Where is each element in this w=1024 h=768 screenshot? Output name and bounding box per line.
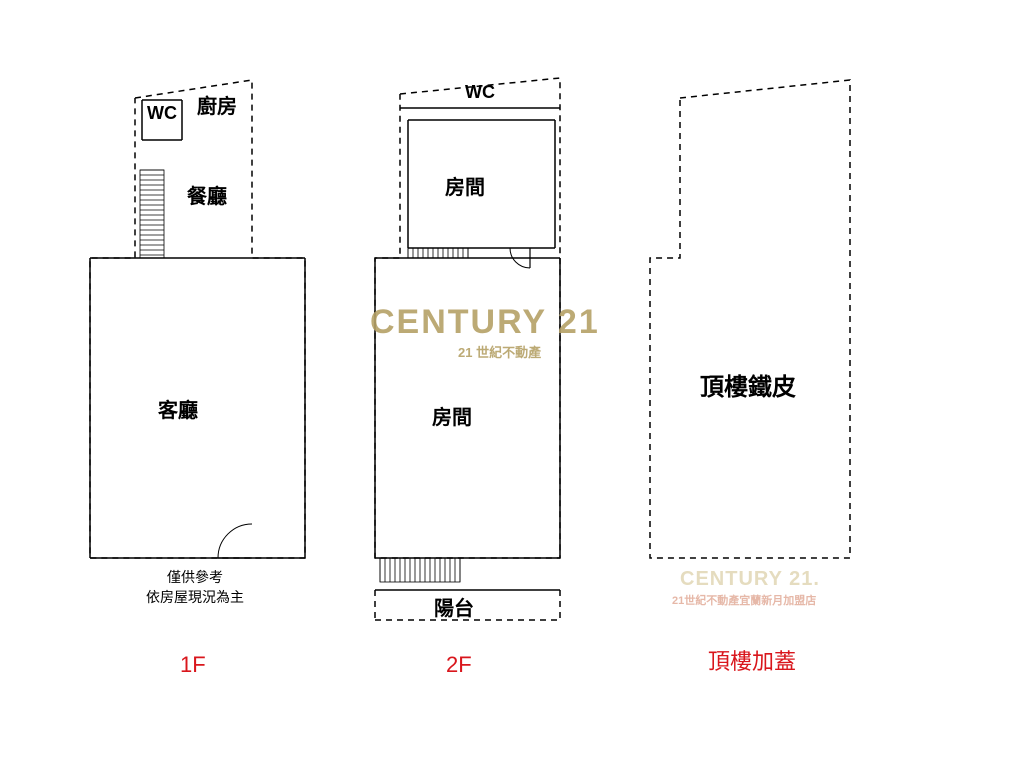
watermark-small-sub: 21世紀不動產宜蘭新月加盟店 — [672, 592, 816, 608]
floor-label-1f: 1F — [180, 652, 206, 678]
label-wc-2f: WC — [465, 82, 495, 103]
floor-label-roof: 頂樓加蓋 — [708, 644, 796, 676]
label-living: 客廳 — [158, 394, 198, 423]
label-wc-1f: WC — [147, 103, 177, 124]
label-room-upper: 房間 — [445, 171, 485, 200]
disclaimer-line1: 僅供參考 — [135, 568, 255, 588]
watermark-small-text: CENTURY 21. — [680, 568, 820, 591]
disclaimer-line2: 依房屋現況為主 — [135, 588, 255, 608]
label-balcony: 陽台 — [434, 592, 474, 621]
watermark-main-sub: 21 世紀不動產 — [458, 342, 541, 361]
label-dining: 餐廳 — [187, 180, 227, 209]
watermark-main-text: CENTURY 21 — [370, 303, 600, 342]
label-roof-metal: 頂樓鐵皮 — [700, 367, 796, 402]
disclaimer-text: 僅供參考 依房屋現況為主 — [135, 568, 255, 607]
floor-label-2f: 2F — [446, 652, 472, 678]
label-kitchen: 廚房 — [197, 90, 237, 119]
label-room-lower: 房間 — [432, 401, 472, 430]
